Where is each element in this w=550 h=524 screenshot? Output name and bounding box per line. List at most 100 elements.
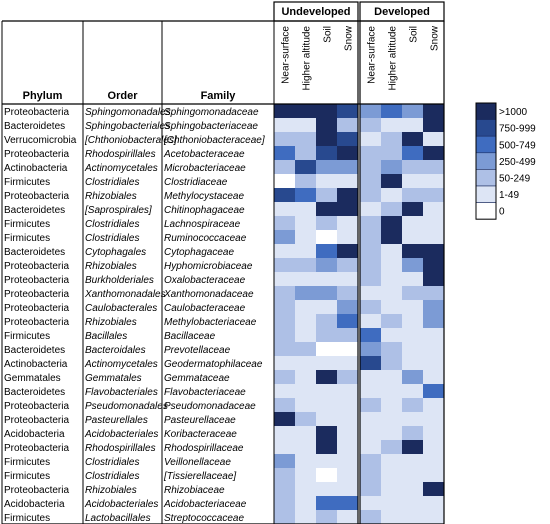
phylum-label: Bacteroidetes [4,121,65,132]
order-label: Rhizobiales [85,485,137,496]
heatmap-cell [423,398,444,412]
family-label: Geodermatophilaceae [164,359,263,370]
heatmap-cell [381,328,402,342]
heatmap-cell [316,272,337,286]
phylum-label: Proteobacteria [4,107,69,118]
heatmap-cell [337,398,358,412]
heatmap-cell [274,342,295,356]
heatmap-cell [295,286,316,300]
heatmap-cell [295,160,316,174]
heatmap-cell [337,174,358,188]
order-label: Clostridiales [85,233,139,244]
family-label: Ruminococcaceae [164,233,247,244]
row-header-label: Order [108,90,139,102]
heatmap-cell [360,468,381,482]
family-label: Xanthomonadaceae [163,289,254,300]
heatmap-cell [360,286,381,300]
heatmap-cell [337,440,358,454]
heatmap-cell [295,510,316,524]
legend-swatch [475,185,497,203]
heatmap-cell [360,132,381,146]
phylum-label: Bacteroidetes [4,387,65,398]
heatmap-cell [274,454,295,468]
column-header-label: Near-surface [367,26,378,84]
heatmap-cell [423,258,444,272]
heatmap-cell [316,244,337,258]
heatmap-cell [402,118,423,132]
heatmap-cell [337,496,358,510]
heatmap-cell [274,496,295,510]
heatmap-cell [381,104,402,118]
order-label: Actinomycetales [84,163,158,174]
heatmap-cell [337,412,358,426]
family-label: Rhizobiaceae [164,485,225,496]
heatmap-cell [337,286,358,300]
heatmap-cell [295,412,316,426]
heatmap-cell [295,370,316,384]
family-label: Acetobacteraceae [163,149,245,160]
family-label: Hyphomicrobiaceae [164,261,253,272]
order-label: Rhizobiales [85,261,137,272]
heatmap-cell [360,398,381,412]
heatmap-cell [295,314,316,328]
legend-label: 50-249 [499,174,531,185]
heatmap-cell [402,426,423,440]
family-label: Prevotellaceae [164,345,231,356]
heatmap-cell [316,104,337,118]
heatmap-cell [295,188,316,202]
heatmap-cell [316,188,337,202]
heatmap-cell [423,300,444,314]
family-label: Flavobacteriaceae [164,387,246,398]
order-label: Clostridiales [85,219,139,230]
heatmap-cell [360,272,381,286]
heatmap-cell [381,132,402,146]
heatmap-cell [360,314,381,328]
heatmap-cell [381,496,402,510]
legend-swatch [475,169,497,187]
heatmap-cell [381,300,402,314]
heatmap-cell [337,300,358,314]
heatmap-cell [295,356,316,370]
heatmap-cell [360,230,381,244]
order-label: Sphingobacteriales [85,121,170,132]
heatmap-cell [360,370,381,384]
phylum-label: Firmicutes [4,471,50,482]
heatmap-cell [337,244,358,258]
heatmap-cell [274,258,295,272]
order-label: Bacillales [85,331,127,342]
heatmap-cell [316,216,337,230]
order-label: Rhizobiales [85,191,137,202]
heatmap-cell [316,202,337,216]
heatmap-cell [337,230,358,244]
column-header-label: Near-surface [281,26,292,84]
heatmap-cell [274,118,295,132]
heatmap-cell [381,216,402,230]
heatmap-cell [337,342,358,356]
heatmap-cell [295,146,316,160]
heatmap-cell [402,132,423,146]
heatmap-cell [316,356,337,370]
phylum-label: Proteobacteria [4,149,69,160]
heatmap-cell [423,328,444,342]
heatmap-cell [402,104,423,118]
heatmap-cell [274,286,295,300]
heatmap-cell [316,482,337,496]
heatmap-cell [402,482,423,496]
heatmap-cell [316,496,337,510]
heatmap-cell [423,202,444,216]
heatmap-cell [381,412,402,426]
family-label: Pseudomonadaceae [164,401,256,412]
heatmap-cell [316,384,337,398]
heatmap-cell [316,174,337,188]
heatmap-cell [402,272,423,286]
legend-label: 750-999 [499,124,536,135]
heatmap-cell [274,160,295,174]
family-label: Streptococcaceae [164,513,244,524]
heatmap-cell [360,202,381,216]
heatmap-cell [360,496,381,510]
phylum-label: Bacteroidetes [4,345,65,356]
heatmap-cell [316,510,337,524]
heatmap-cell [381,482,402,496]
heatmap-cell [295,496,316,510]
